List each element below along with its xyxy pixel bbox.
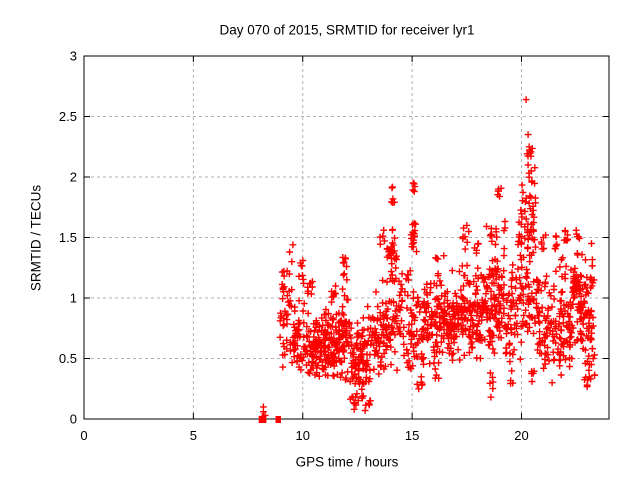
y-tick-label: 0.5 xyxy=(59,351,77,366)
y-tick-label: 0 xyxy=(70,412,77,427)
x-tick-label: 5 xyxy=(190,428,197,443)
y-axis-label: SRMTID / TECUs xyxy=(28,184,44,292)
x-tick-label: 10 xyxy=(296,428,310,443)
zero-clipped-marker xyxy=(260,416,267,423)
y-tick-label: 2.5 xyxy=(59,109,77,124)
chart-title: Day 070 of 2015, SRMTID for receiver lyr… xyxy=(219,22,475,38)
y-tick-label: 1.5 xyxy=(59,230,77,245)
y-tick-label: 2 xyxy=(70,170,77,185)
y-tick-label: 1 xyxy=(70,291,77,306)
scatter-points xyxy=(258,96,599,420)
zero-clipped-marker xyxy=(275,416,281,423)
x-tick-label: 0 xyxy=(80,428,87,443)
x-tick-label: 20 xyxy=(514,428,528,443)
x-axis-label: GPS time / hours xyxy=(295,454,399,470)
y-tick-label: 3 xyxy=(70,49,77,64)
x-tick-label: 15 xyxy=(405,428,419,443)
